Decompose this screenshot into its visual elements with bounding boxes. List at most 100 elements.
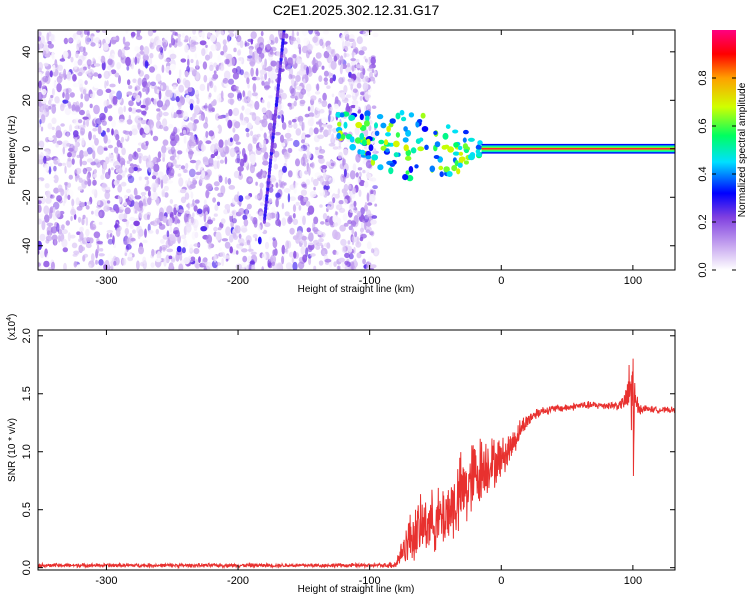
- snr-x-axis-label: Height of straight line (km): [298, 584, 415, 595]
- spectrogram-noise-cell: [239, 158, 245, 168]
- spectrogram-noise-cell: [163, 257, 167, 267]
- spectrogram-noise-cell: [366, 192, 370, 202]
- spectrogram-noise-cell: [371, 215, 378, 219]
- spectrogram-noise-cell: [339, 224, 346, 232]
- spectrogram-transition-cell: [386, 125, 391, 133]
- spectrogram-noise-cell: [370, 177, 377, 182]
- spectrogram-noise-cell: [322, 92, 327, 101]
- spectrogram-noise-cell: [225, 112, 229, 117]
- spectrogram-noise-cell: [278, 171, 283, 181]
- spectrogram-noise-cell: [46, 32, 50, 42]
- spectrogram-noise-cell: [259, 119, 266, 124]
- spectrogram-noise-cell: [151, 182, 158, 192]
- spectrogram-x-tick-label: -200: [227, 275, 249, 287]
- spectrogram-noise-cell: [126, 188, 131, 194]
- spectrogram-noise-cell: [67, 152, 72, 158]
- spectrogram-noise-cell: [348, 253, 354, 260]
- spectrogram-noise-cell: [322, 30, 330, 35]
- spectrogram-noise-cell: [147, 190, 151, 197]
- spectrogram-noise-cell: [283, 139, 289, 144]
- spectrogram-noise-cell: [44, 54, 51, 58]
- spectrogram-noise-cell: [142, 198, 146, 207]
- spectrogram-noise-cell: [350, 104, 357, 109]
- spectrogram-noise-cell: [288, 215, 293, 220]
- spectrogram-noise-cell: [118, 118, 125, 124]
- spectrogram-noise-cell: [47, 122, 53, 130]
- spectrogram-noise-cell: [192, 41, 199, 45]
- spectrogram-noise-cell: [144, 186, 151, 191]
- spectrogram-noise-cell: [298, 68, 306, 76]
- spectrogram-noise-cell: [208, 92, 212, 98]
- spectrogram-noise-cell: [353, 200, 357, 207]
- spectrogram-noise-cell: [105, 88, 112, 94]
- spectrogram-transition-cell: [363, 120, 370, 127]
- spectrogram-noise-cell: [75, 167, 82, 175]
- spectrogram-noise-cell: [69, 143, 75, 152]
- spectrogram-noise-cell: [362, 68, 366, 76]
- spectrogram-noise-cell: [224, 176, 228, 185]
- spectrogram-noise-cell: [238, 195, 244, 202]
- spectrogram-noise-cell: [114, 164, 121, 169]
- spectrogram-noise-cell: [137, 77, 142, 87]
- spectrogram-noise-cell: [310, 103, 315, 113]
- spectrogram-noise-cell: [212, 73, 219, 80]
- spectrogram-noise-cell: [162, 215, 168, 223]
- spectrogram-noise-cell: [72, 83, 80, 88]
- spectrogram-noise-cell: [210, 44, 217, 52]
- spectrogram-noise-cell: [134, 190, 138, 196]
- spectrogram-noise-cell: [141, 77, 147, 88]
- spectrogram-noise-cell: [244, 195, 251, 200]
- spectrogram-noise-cell: [52, 81, 57, 88]
- spectrogram-noise-cell: [106, 232, 109, 240]
- spectrogram-noise-cell: [106, 80, 109, 87]
- spectrogram-noise-cell: [218, 30, 224, 37]
- spectrogram-transition-cell: [393, 152, 399, 158]
- spectrogram-noise-cell: [137, 68, 141, 75]
- spectrogram-transition-cell: [343, 121, 348, 129]
- spectrogram-noise-cell: [190, 58, 194, 64]
- spectrogram-noise-cell: [86, 158, 94, 163]
- spectrogram-noise-cell: [92, 134, 97, 140]
- spectrogram-noise-cell: [116, 174, 123, 181]
- spectrogram-noise-cell: [62, 247, 68, 253]
- spectrogram-noise-cell: [315, 242, 323, 247]
- spectrogram-noise-cell: [273, 163, 279, 170]
- spectrogram-noise-cell: [103, 147, 108, 151]
- spectrogram-noise-cell: [330, 162, 335, 167]
- colorbar-tick-label: 0.4: [697, 166, 709, 181]
- spectrogram-transition-cell: [441, 145, 448, 150]
- spectrogram-noise-cell: [292, 57, 296, 65]
- spectrogram-noise-cell: [170, 34, 174, 44]
- spectrogram-noise-cell: [172, 159, 177, 166]
- spectrogram-frame: [37, 29, 676, 271]
- spectrogram-noise-cell: [213, 226, 218, 232]
- spectrogram-noise-cell: [330, 60, 337, 70]
- spectrogram-noise-cell: [262, 114, 269, 121]
- spectrogram-noise-cell: [121, 48, 126, 58]
- spectrogram-noise-cell: [87, 31, 90, 36]
- spectrogram-noise-cell: [299, 102, 305, 107]
- spectrogram-noise-cell: [369, 264, 377, 269]
- spectrogram-noise-cell: [47, 43, 55, 49]
- spectrogram-noise-cell: [352, 40, 357, 49]
- spectrogram-noise-cell: [45, 70, 50, 78]
- spectrogram-noise-cell: [262, 154, 268, 163]
- spectrogram-noise-cell: [184, 243, 189, 247]
- spectrogram-noise-cell: [217, 192, 224, 198]
- spectrogram-noise-cell: [234, 225, 241, 234]
- spectrogram-noise-cell: [58, 227, 62, 237]
- spectrogram-noise-cell: [142, 205, 146, 210]
- spectrogram-noise-cell: [78, 177, 83, 183]
- spectrogram-noise-cell: [163, 206, 167, 212]
- spectrogram-noise-cell: [363, 181, 369, 188]
- spectrogram-noise-cell: [284, 56, 288, 63]
- spectrogram-noise-cell: [363, 56, 367, 60]
- spectrogram-transition-cell: [420, 112, 426, 119]
- spectrogram-noise-cell: [217, 227, 222, 231]
- spectrogram-transition-cell: [457, 145, 463, 151]
- spectrogram-noise-cell: [297, 160, 300, 166]
- spectrogram-noise-cell: [242, 255, 248, 263]
- spectrogram-noise-cell: [111, 128, 114, 136]
- spectrogram-noise-cell: [335, 251, 339, 256]
